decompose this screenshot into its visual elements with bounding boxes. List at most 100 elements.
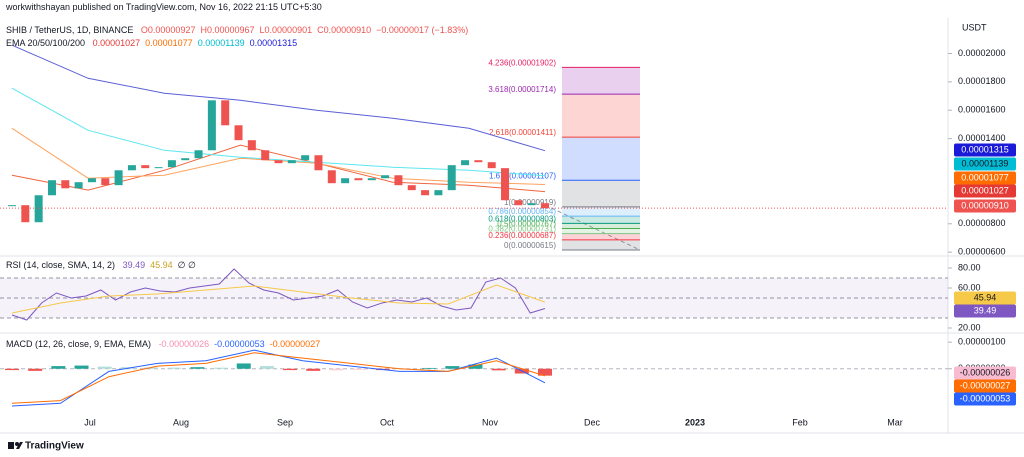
ohlc: H0.00000967	[200, 25, 255, 35]
ohlc: C0.00000910	[317, 25, 372, 35]
x-tick-label: Feb	[792, 417, 808, 427]
candle	[234, 125, 243, 141]
price-badge	[954, 157, 1016, 171]
x-tick-label: Jul	[84, 417, 96, 427]
fib-label: 1(0.00000919)	[504, 198, 556, 207]
macd-title: MACD (12, 26, close, 9, EMA, EMA)	[6, 339, 152, 349]
macd-hist-bar	[213, 367, 228, 369]
candle	[314, 155, 323, 171]
fib-label: 0.382(0.00000731)	[488, 225, 556, 234]
ohlc: L0.00000901	[259, 25, 313, 35]
price-badge	[954, 291, 1016, 305]
x-tick-label: Aug	[173, 417, 189, 427]
x-tick-label: Mar	[887, 417, 903, 427]
price-badge	[954, 379, 1016, 393]
y-tick-label: 0.00002000	[958, 48, 1006, 58]
candle	[287, 160, 296, 164]
ema-title: EMA 20/50/100/200	[6, 38, 86, 48]
macd-hist-bar	[97, 366, 112, 369]
macd-hist-bar	[422, 367, 437, 369]
candle	[461, 160, 470, 166]
ema-line	[11, 44, 546, 152]
price-badge-label: 0.00001315	[961, 144, 1009, 154]
y-tick-label: 0.00001400	[958, 133, 1006, 143]
x-tick-label: 2023	[685, 417, 705, 427]
ema-line	[11, 127, 546, 185]
macd-hist-bar	[51, 366, 66, 369]
brand: TradingView	[25, 441, 84, 452]
price-badge-label: -0.00000026	[960, 367, 1011, 377]
rsi-line	[11, 284, 546, 314]
fib-label: 1.618(0.00001107)	[489, 171, 556, 180]
price-badge	[954, 184, 1016, 198]
candle	[194, 150, 203, 159]
candle	[154, 167, 163, 169]
candle	[141, 165, 150, 169]
x-tick-label: Oct	[380, 417, 395, 427]
candle	[434, 190, 443, 196]
candle	[274, 160, 283, 164]
macd-hist-bar	[445, 366, 460, 369]
price-badge-label: 0.00001139	[962, 158, 1009, 168]
y-tick-label: 0.00000100	[958, 337, 1006, 347]
rsi-flags: ∅ ∅	[177, 260, 196, 270]
macd-hist-bar	[283, 368, 298, 371]
macd-line	[11, 352, 546, 404]
candle	[327, 170, 336, 184]
symbol: SHIB / TetherUS, 1D, BINANCE	[6, 25, 134, 35]
candle	[127, 165, 136, 171]
macd-hist-bar	[468, 364, 483, 369]
price-badge-label: 0.00001027	[961, 185, 1009, 195]
price-badge-label: 0.00000910	[961, 200, 1009, 210]
price-badge	[954, 392, 1016, 406]
change: −0.00000017 (−1.83%)	[376, 25, 469, 35]
fib-label: 4.236(0.00001902)	[488, 58, 556, 67]
rsi-value: 39.49	[122, 260, 146, 270]
candle	[341, 178, 350, 184]
fib-band	[562, 137, 640, 181]
fib-label: 0.5(0.00000767)	[497, 220, 556, 229]
candle	[207, 100, 216, 151]
rsi-sma-value: 45.94	[150, 260, 173, 270]
fib-band	[562, 67, 640, 95]
candle	[367, 178, 376, 181]
candle	[447, 165, 456, 191]
candle	[487, 162, 496, 169]
rsi-line	[11, 268, 546, 321]
candle	[8, 205, 16, 207]
ema-value: 0.00001027	[92, 38, 141, 48]
candle	[301, 155, 310, 161]
credit-text: workwithshayan published on TradingView.…	[6, 2, 322, 12]
ema-value: 0.00001139	[197, 38, 245, 48]
candle	[421, 190, 430, 196]
macd-hist-bar	[236, 363, 251, 369]
candle	[61, 180, 70, 189]
y-tick-label: 80.00	[958, 262, 981, 272]
price-badge-label: 0.00001077	[961, 172, 1009, 182]
candle	[514, 200, 523, 206]
candle	[47, 180, 56, 196]
fib-band	[562, 239, 640, 251]
price-badge-label: 39.49	[974, 305, 997, 315]
fib-label: 2.618(0.00001411)	[489, 128, 556, 137]
macd-value: -0.00000053	[214, 339, 265, 349]
y-tick-label: 0.00000600	[958, 247, 1006, 257]
symbol-legend: SHIB / TetherUS, 1D, BINANCE O0.00000927…	[6, 25, 473, 35]
macd-hist-bar	[352, 368, 367, 370]
fib-band	[562, 206, 640, 217]
y-axis-title: USDT	[962, 22, 987, 32]
macd-hist-bar	[329, 368, 344, 371]
candle	[407, 185, 416, 191]
ohlc: O0.00000927	[140, 25, 196, 35]
macd-hist-bar	[144, 367, 159, 369]
macd-hist-bar	[306, 368, 321, 371]
fib-label: 0.786(0.00000854)	[488, 207, 556, 216]
fib-band	[562, 223, 640, 229]
candle	[101, 178, 110, 186]
fib-band	[562, 180, 640, 207]
price-badge	[954, 304, 1016, 318]
x-tick-label: Nov	[482, 417, 499, 427]
y-tick-label: 0.00000800	[958, 218, 1006, 228]
